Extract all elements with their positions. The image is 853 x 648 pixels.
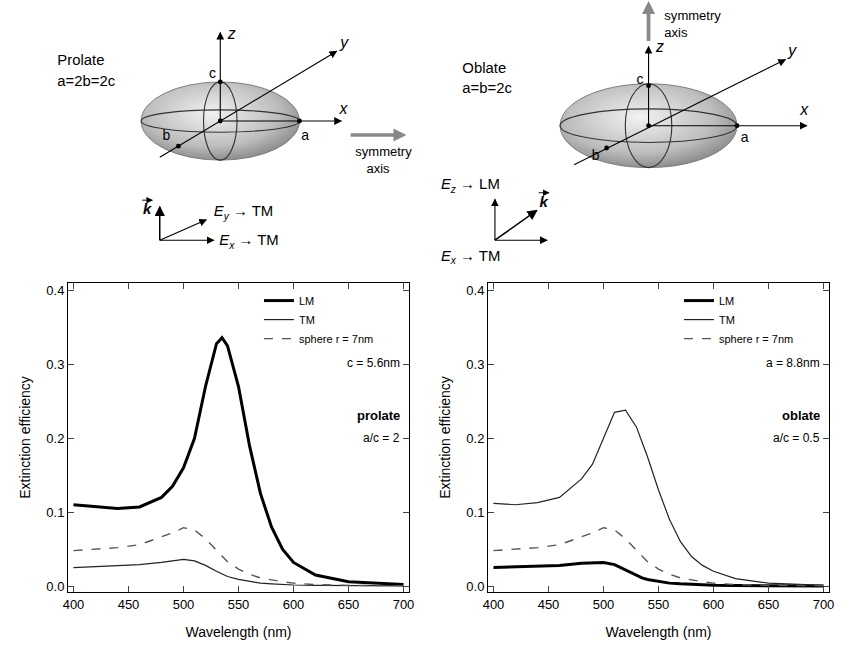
svg-text:y: y	[787, 42, 797, 59]
svg-text:a/c = 2: a/c = 2	[363, 431, 400, 445]
svg-text:600: 600	[283, 597, 305, 612]
svg-text:700: 700	[813, 597, 835, 612]
svg-text:0.3: 0.3	[466, 357, 484, 372]
svg-text:Wavelength (nm): Wavelength (nm)	[185, 624, 291, 640]
svg-text:0.1: 0.1	[46, 505, 64, 520]
svg-text:x: x	[338, 100, 348, 117]
svg-text:prolate: prolate	[357, 408, 400, 423]
svg-text:Ex → TM: Ex → TM	[441, 248, 500, 267]
svg-text:z: z	[655, 38, 664, 55]
svg-text:0.0: 0.0	[46, 579, 64, 594]
svg-text:500: 500	[173, 597, 195, 612]
svg-text:x: x	[799, 101, 809, 118]
svg-text:Ex → TM: Ex → TM	[219, 232, 278, 251]
svg-text:0.4: 0.4	[46, 283, 64, 298]
svg-text:oblate: oblate	[782, 408, 820, 423]
svg-text:symmetry: symmetry	[355, 144, 412, 159]
svg-text:0.4: 0.4	[466, 283, 484, 298]
svg-text:Wavelength (nm): Wavelength (nm)	[605, 624, 711, 640]
svg-text:450: 450	[538, 597, 560, 612]
svg-text:550: 550	[648, 597, 670, 612]
svg-text:LM: LM	[299, 295, 314, 307]
svg-text:a=b=2c: a=b=2c	[462, 80, 512, 96]
svg-text:TM: TM	[719, 314, 735, 326]
svg-text:0.0: 0.0	[466, 579, 484, 594]
svg-text:450: 450	[118, 597, 140, 612]
svg-text:c: c	[209, 65, 216, 81]
svg-text:a: a	[741, 129, 749, 145]
svg-text:500: 500	[593, 597, 615, 612]
svg-text:a: a	[301, 127, 309, 143]
svg-text:a = 8.8nm: a = 8.8nm	[766, 356, 820, 370]
svg-text:a/c = 0.5: a/c = 0.5	[773, 431, 820, 445]
svg-text:Ez → LM: Ez → LM	[441, 176, 500, 195]
svg-text:b: b	[592, 147, 600, 163]
svg-text:0.3: 0.3	[46, 357, 64, 372]
svg-text:sphere r = 7nm: sphere r = 7nm	[719, 333, 793, 345]
svg-text:700: 700	[393, 597, 415, 612]
svg-text:Ey → TM: Ey → TM	[214, 203, 273, 222]
svg-text:axis: axis	[664, 25, 688, 40]
svg-text:650: 650	[338, 597, 360, 612]
svg-text:sphere r = 7nm: sphere r = 7nm	[299, 333, 373, 345]
svg-text:400: 400	[63, 597, 85, 612]
svg-text:k: k	[143, 201, 152, 217]
svg-text:0.2: 0.2	[46, 431, 64, 446]
svg-text:Prolate: Prolate	[57, 52, 104, 68]
svg-text:symmetry: symmetry	[664, 8, 721, 23]
svg-text:400: 400	[483, 597, 505, 612]
svg-text:b: b	[163, 127, 171, 143]
svg-text:0.2: 0.2	[466, 431, 484, 446]
svg-text:550: 550	[228, 597, 250, 612]
svg-text:650: 650	[758, 597, 780, 612]
svg-text:Extinction efficiency: Extinction efficiency	[17, 376, 33, 499]
svg-text:k: k	[540, 194, 549, 210]
svg-text:z: z	[227, 25, 236, 42]
svg-text:c: c	[636, 71, 643, 87]
svg-text:a=2b=2c: a=2b=2c	[57, 73, 115, 89]
svg-text:LM: LM	[719, 295, 734, 307]
svg-text:Oblate: Oblate	[462, 60, 506, 76]
svg-text:Extinction efficiency: Extinction efficiency	[437, 376, 453, 499]
svg-text:y: y	[339, 34, 349, 51]
svg-text:c = 5.6nm: c = 5.6nm	[347, 356, 400, 370]
svg-text:0.1: 0.1	[466, 505, 484, 520]
svg-text:TM: TM	[299, 314, 315, 326]
svg-text:600: 600	[703, 597, 725, 612]
svg-text:axis: axis	[366, 161, 390, 176]
